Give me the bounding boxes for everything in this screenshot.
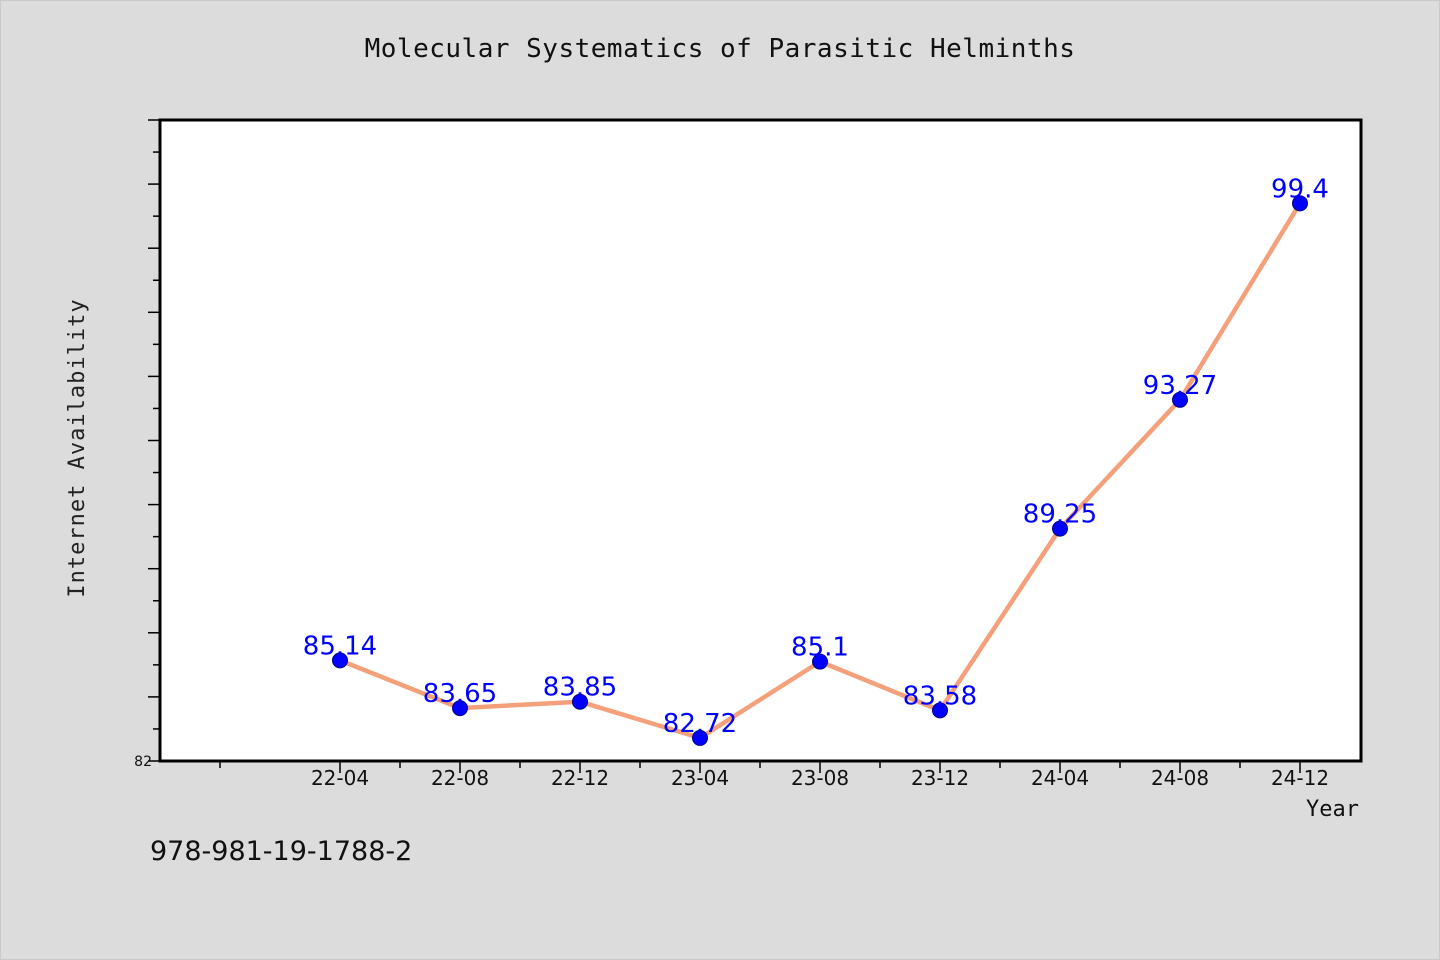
x-tick-label: 22-08: [431, 766, 489, 790]
x-tick-label: 24-12: [1271, 766, 1329, 790]
data-point: [452, 700, 468, 717]
x-tick-label: 23-04: [671, 766, 729, 790]
data-label: 83.85: [543, 673, 617, 703]
y-tick-label: 82: [134, 754, 152, 770]
data-label: 85.1: [791, 633, 849, 663]
x-tick-label: 23-08: [791, 766, 849, 790]
x-tick-label: 22-04: [311, 766, 369, 790]
y-axis-ticks: 82: [134, 119, 160, 770]
isbn-text: 978-981-19-1788-2: [150, 836, 413, 867]
y-axis-label: Internet Availability: [65, 298, 90, 597]
data-point: [1172, 391, 1188, 408]
x-tick-label: 24-04: [1031, 766, 1089, 790]
data-point: [1292, 195, 1308, 212]
x-tick-label: 23-12: [911, 766, 969, 790]
data-point: [692, 729, 708, 746]
series-group: 85.14 83.65 83.85 82.72 85.1 83.58 89.25 93.27 9…: [303, 174, 1329, 746]
x-tick-label: 22-12: [551, 766, 609, 790]
data-label: 93.27: [1143, 371, 1217, 401]
data-point: [812, 653, 828, 670]
x-axis-ticks: 22-04 22-08 22-12 23-04 23-08 23-12 24-04 24-08…: [219, 761, 1329, 790]
data-point: [932, 702, 948, 719]
data-label: 83.65: [423, 679, 497, 709]
data-label: 82.72: [663, 709, 737, 739]
data-label: 83.58: [903, 681, 977, 711]
data-point: [572, 693, 588, 710]
data-point: [1052, 520, 1068, 537]
plot-area: [158, 118, 1363, 763]
x-axis-label: Year: [1306, 797, 1359, 822]
x-tick-label: 24-08: [1151, 766, 1209, 790]
data-label: 85.14: [303, 631, 377, 661]
data-point: [332, 652, 348, 669]
data-label: 89.25: [1023, 500, 1097, 530]
chart-title: Molecular Systematics of Parasitic Helmi…: [364, 34, 1076, 64]
data-label: 99.4: [1271, 174, 1329, 204]
